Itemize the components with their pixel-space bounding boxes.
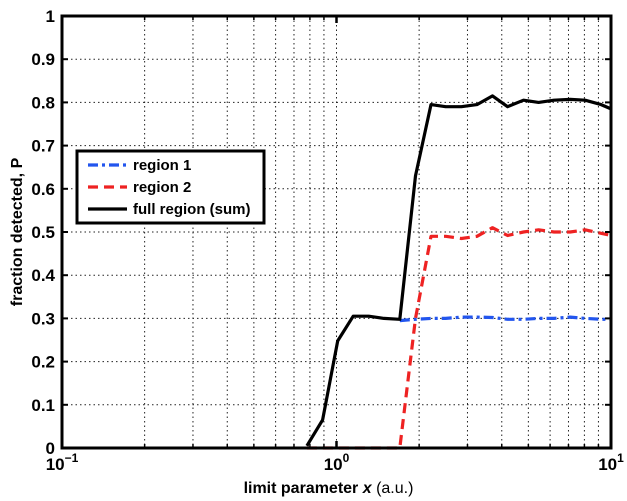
x-tick-label: 100 xyxy=(324,451,350,474)
y-tick-label: 0.5 xyxy=(31,223,55,242)
legend: region 1 region 2 full region (sum) xyxy=(75,149,266,225)
y-tick-label: 0.7 xyxy=(31,137,55,156)
x-axis-label-variable: x xyxy=(362,480,373,497)
y-axis-label-group: fraction detected, P xyxy=(9,157,26,306)
y-tick-label: 0.1 xyxy=(31,396,55,415)
x-tick-label: 10−1 xyxy=(46,451,79,474)
legend-label: region 2 xyxy=(133,179,191,196)
x-tick-label: 101 xyxy=(598,451,624,474)
y-tick-label: 0.6 xyxy=(31,180,55,199)
y-axis-label: fraction detected, P xyxy=(9,157,26,306)
y-tick-label: 1 xyxy=(46,7,55,26)
y-tick-label: 0.3 xyxy=(31,309,55,328)
x-axis-label-part: limit parameter xyxy=(244,480,363,497)
y-tick-label: 0.9 xyxy=(31,50,55,69)
legend-label: full region (sum) xyxy=(133,201,251,218)
y-tick-label: 0 xyxy=(46,439,55,458)
axis-ticks: 0 0.1 0.2 0.3 0.4 0.5 0.6 0.7 0.8 0.9 1 10−1 100 101 xyxy=(31,7,624,474)
series-line-region-1 xyxy=(399,315,611,323)
x-axis-label: limit parameter x (a.u.) xyxy=(244,480,414,497)
y-tick-label: 0.2 xyxy=(31,353,55,372)
series-line-full-region-sum- xyxy=(305,94,612,447)
series-lines xyxy=(305,94,612,450)
x-axis-label-unit: (a.u.) xyxy=(372,480,414,497)
y-tick-label: 0.4 xyxy=(31,266,55,285)
series-line-region-2 xyxy=(306,226,612,450)
legend-label: region 1 xyxy=(133,157,191,174)
y-tick-label: 0.8 xyxy=(31,93,55,112)
